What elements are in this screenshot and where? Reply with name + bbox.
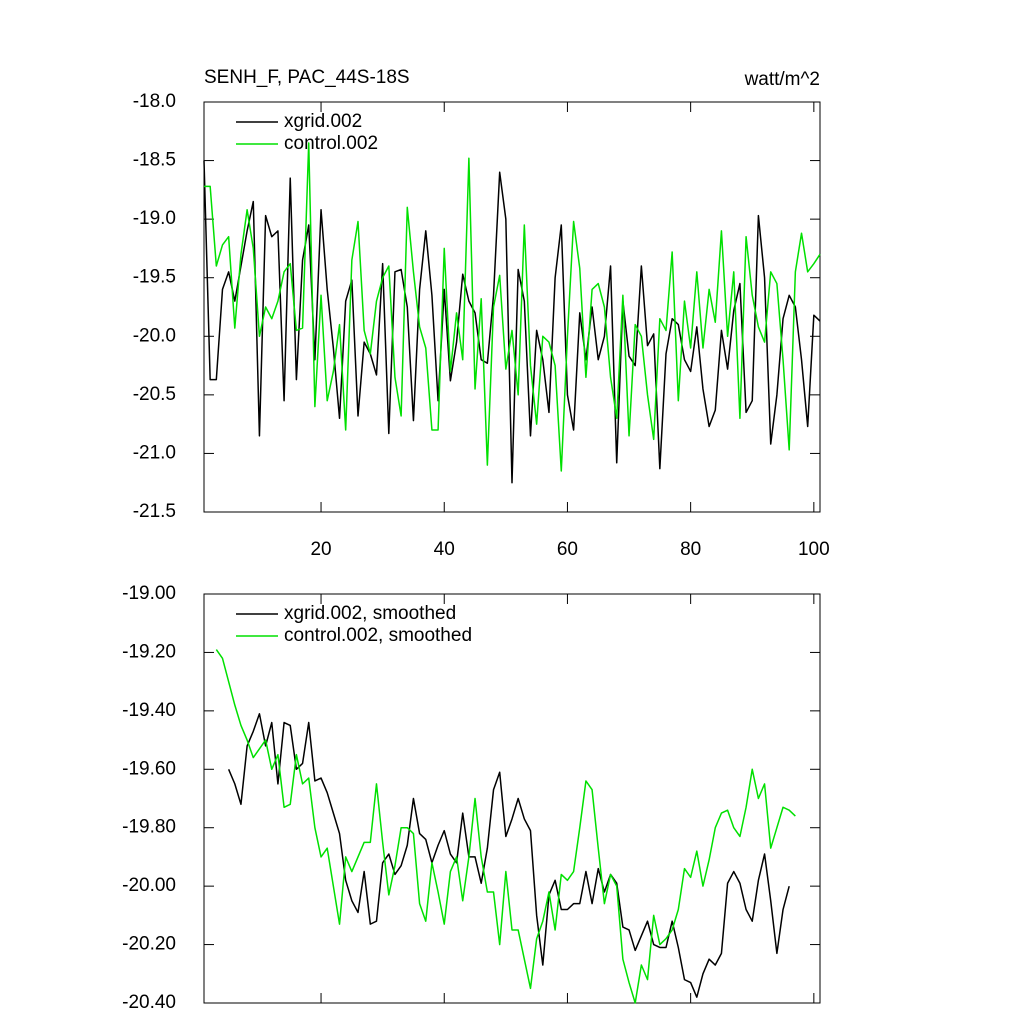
y-tick-label: -19.40 [122, 700, 176, 721]
x-tick-label: 80 [680, 539, 701, 560]
x-tick-label: 60 [557, 539, 578, 560]
y-tick-label: -20.20 [122, 934, 176, 955]
x-tick-label: 100 [798, 539, 830, 560]
y-tick-label: -21.0 [133, 442, 176, 463]
legend-label: control.002 [284, 133, 378, 154]
y-tick-label: -19.80 [122, 817, 176, 838]
y-tick-label: -20.5 [133, 384, 176, 405]
y-tick-label: -20.40 [122, 992, 176, 1013]
y-tick-label: -19.20 [122, 641, 176, 662]
plot-frame [203, 101, 821, 513]
plot-frame [203, 593, 821, 1004]
y-tick-label: -21.5 [133, 501, 176, 522]
legend-label: control.002, smoothed [284, 625, 472, 646]
x-tick-label: 40 [434, 539, 455, 560]
series-line [227, 713, 790, 998]
y-tick-label: -19.0 [133, 208, 176, 229]
legend-label: xgrid.002 [284, 111, 362, 132]
y-tick-label: -19.00 [122, 583, 176, 604]
chart-title: SENH_F, PAC_44S-18S [204, 67, 410, 88]
series-line [215, 649, 796, 1004]
y-tick-label: -19.5 [133, 267, 176, 288]
y-tick-label: -19.60 [122, 758, 176, 779]
y-tick-label: -18.5 [133, 150, 176, 171]
series-line [203, 160, 821, 484]
legend-label: xgrid.002, smoothed [284, 603, 456, 624]
y-tick-label: -20.0 [133, 325, 176, 346]
units-label: watt/m^2 [744, 69, 820, 90]
y-tick-label: -18.0 [133, 91, 176, 112]
series-line [204, 142, 821, 472]
y-tick-label: -20.00 [122, 875, 176, 896]
x-tick-label: 20 [310, 539, 331, 560]
